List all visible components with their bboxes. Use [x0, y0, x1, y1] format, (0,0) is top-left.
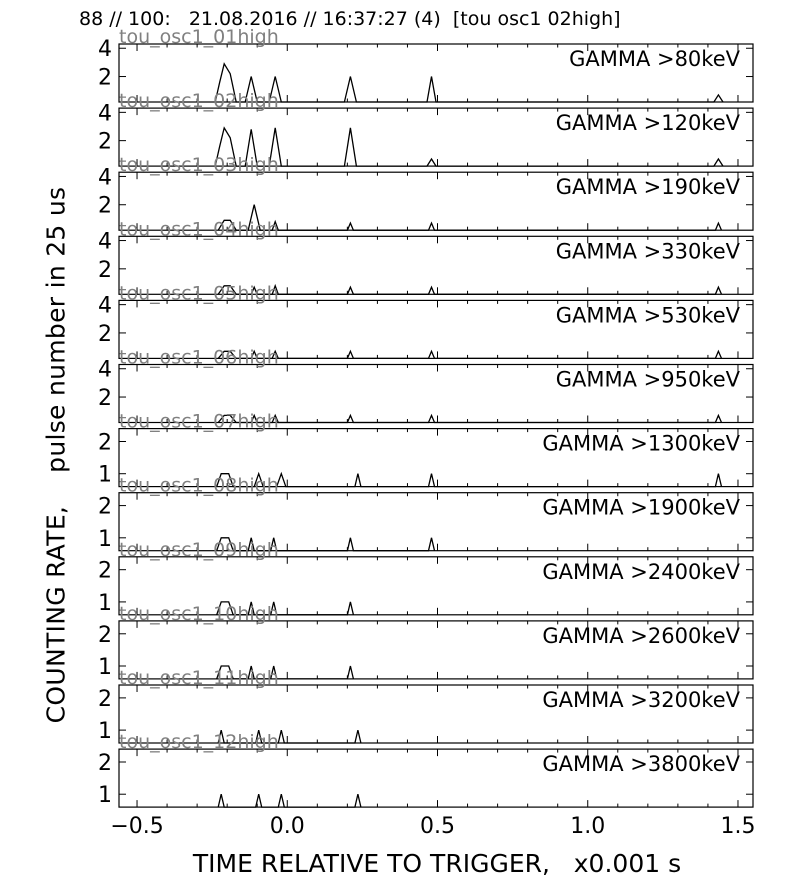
y-tick-label: 1 [98, 591, 112, 616]
y-axis-label: COUNTING RATE, pulse number in 25 us [41, 186, 71, 724]
y-tick-label: 1 [98, 655, 112, 680]
panel-frame [118, 620, 754, 680]
y-tick-label: 2 [98, 430, 112, 455]
series-line [217, 413, 723, 424]
panel-2: 2 4 GAMMA >120keV tou_osc1_02high [98, 90, 754, 167]
panel-10: 1 2 GAMMA >2600keV tou_osc1_10high [98, 603, 754, 680]
panel-label: GAMMA >2600keV [542, 624, 740, 648]
panel-frame [118, 556, 754, 616]
panel-label: GAMMA >190keV [556, 175, 741, 199]
channel-label: tou_osc1_01high [119, 26, 279, 48]
x-tick-label: 0.0 [270, 814, 305, 839]
x-axis-label: TIME RELATIVE TO TRIGGER, x0.001 s [192, 849, 682, 878]
channel-label: tou_osc1_12high [119, 731, 279, 753]
panel-label: GAMMA >950keV [556, 368, 741, 392]
y-tick-label: 2 [98, 495, 112, 520]
panel-11: 1 2 GAMMA >3200keV tou_osc1_11high [98, 667, 754, 744]
x-tick-label: 1.5 [720, 814, 755, 839]
series-line [216, 665, 355, 680]
channel-label: tou_osc1_03high [119, 154, 279, 176]
panel-label: GAMMA >3200keV [542, 688, 740, 712]
y-tick-label: 2 [98, 687, 112, 712]
panel-9: 1 2 GAMMA >2400keV tou_osc1_09high [98, 539, 754, 616]
x-tick-label: 0.5 [420, 814, 455, 839]
y-tick-label: 1 [98, 527, 112, 552]
series-line [216, 537, 436, 552]
panel-4: 2 4 GAMMA >330keV tou_osc1_04high [98, 218, 754, 295]
series-line [216, 601, 355, 616]
series-line [214, 126, 724, 167]
series-line [217, 794, 362, 808]
y-tick-label: 2 [98, 322, 112, 347]
y-tick-label: 2 [98, 386, 112, 411]
y-tick-label: 2 [98, 66, 112, 91]
y-tick-label: 2 [98, 258, 112, 283]
y-tick-label: 2 [98, 130, 112, 155]
y-tick-label: 1 [98, 783, 112, 808]
panel-label: GAMMA >120keV [556, 111, 741, 135]
panel-3: 2 4 GAMMA >190keV tou_osc1_03high [98, 154, 754, 231]
y-tick-label: 4 [98, 37, 112, 62]
panel-frame [118, 492, 754, 552]
x-tick-label: −0.5 [110, 814, 163, 839]
y-tick-label: 2 [98, 623, 112, 648]
panel-6: 2 4 GAMMA >950keV tou_osc1_06high [98, 347, 754, 424]
series-line [217, 204, 723, 231]
panel-label: GAMMA >3800keV [542, 752, 740, 776]
y-tick-label: 1 [98, 719, 112, 744]
y-tick-label: 4 [98, 230, 112, 255]
y-tick-label: 1 [98, 463, 112, 488]
panel-label: GAMMA >530keV [556, 303, 741, 327]
panel-label: GAMMA >80keV [569, 47, 741, 71]
panel-label: GAMMA >1900keV [542, 496, 740, 520]
channel-label: tou_osc1_05high [119, 282, 279, 304]
series-line [217, 349, 723, 360]
channel-label: tou_osc1_10high [119, 603, 279, 625]
series-line [217, 729, 362, 744]
y-tick-label: 4 [98, 101, 112, 126]
panel-12: 1 2 GAMMA >3800keV tou_osc1_12high [98, 731, 754, 808]
y-tick-label: 4 [98, 294, 112, 319]
y-tick-label: 4 [98, 165, 112, 190]
y-tick-label: 4 [98, 358, 112, 383]
panel-7: 1 2 GAMMA >1300keV tou_osc1_07high [98, 411, 754, 488]
panel-label: GAMMA >2400keV [542, 560, 740, 584]
channel-label: tou_osc1_07high [119, 411, 279, 433]
channel-label: tou_osc1_11high [119, 667, 279, 689]
series-line [216, 471, 723, 488]
panel-8: 1 2 GAMMA >1900keV tou_osc1_08high [98, 475, 754, 552]
chart-title: 88 // 100: 21.08.2016 // 16:37:27 (4) [t… [79, 8, 621, 30]
series-line [214, 62, 724, 103]
channel-label: tou_osc1_02high [119, 90, 279, 112]
series-line [217, 283, 723, 295]
y-tick-label: 2 [98, 194, 112, 219]
channel-label: tou_osc1_06high [119, 347, 279, 369]
channel-label: tou_osc1_09high [119, 539, 279, 561]
y-tick-label: 2 [98, 751, 112, 776]
panel-label: GAMMA >1300keV [542, 432, 740, 456]
panel-frame [118, 684, 754, 744]
panel-1: 2 4 GAMMA >80keV tou_osc1_01high [98, 26, 754, 103]
channel-label: tou_osc1_04high [119, 218, 279, 240]
x-tick-label: 1.0 [570, 814, 605, 839]
channel-label: tou_osc1_08high [119, 475, 279, 497]
panel-label: GAMMA >330keV [556, 239, 741, 263]
panel-frame [118, 748, 754, 808]
panel-5: 2 4 GAMMA >530keV tou_osc1_05high [98, 282, 754, 360]
y-tick-label: 2 [98, 559, 112, 584]
